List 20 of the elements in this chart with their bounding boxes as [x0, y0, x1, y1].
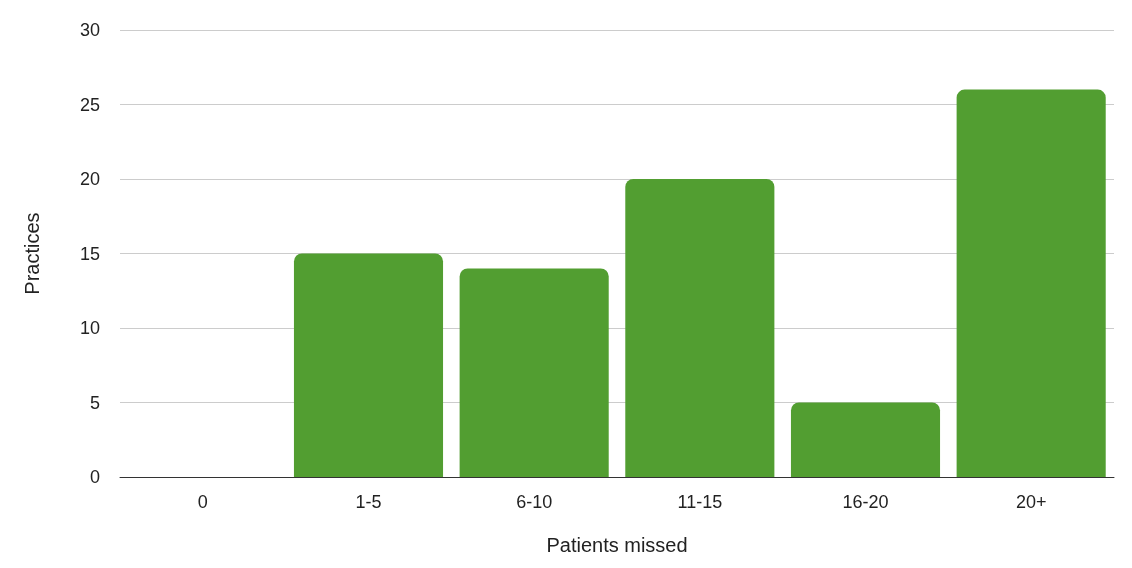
bar [790, 402, 941, 477]
y-axis-title: Practices [21, 212, 43, 295]
bar [956, 89, 1106, 477]
y-tick-label: 25 [79, 94, 100, 115]
x-tick-label: 0 [197, 492, 208, 512]
y-tick-label: 15 [79, 243, 100, 264]
y-tick-label: 10 [79, 318, 100, 338]
y-tick-label: 30 [79, 20, 100, 40]
y-tick-label: 5 [89, 392, 100, 413]
x-tick-label: 11-15 [677, 492, 723, 512]
x-axis-title: Patients missed [546, 534, 688, 556]
x-tick-label: 6-10 [516, 492, 553, 512]
x-tick-label: 1-5 [355, 492, 382, 512]
bar [293, 253, 444, 477]
bar [625, 179, 775, 477]
x-tick-label: 20+ [1015, 492, 1047, 512]
y-tick-label: 0 [89, 467, 100, 487]
bar [459, 268, 609, 477]
x-tick-label: 16-20 [842, 492, 889, 512]
y-tick-label: 20 [79, 169, 100, 189]
